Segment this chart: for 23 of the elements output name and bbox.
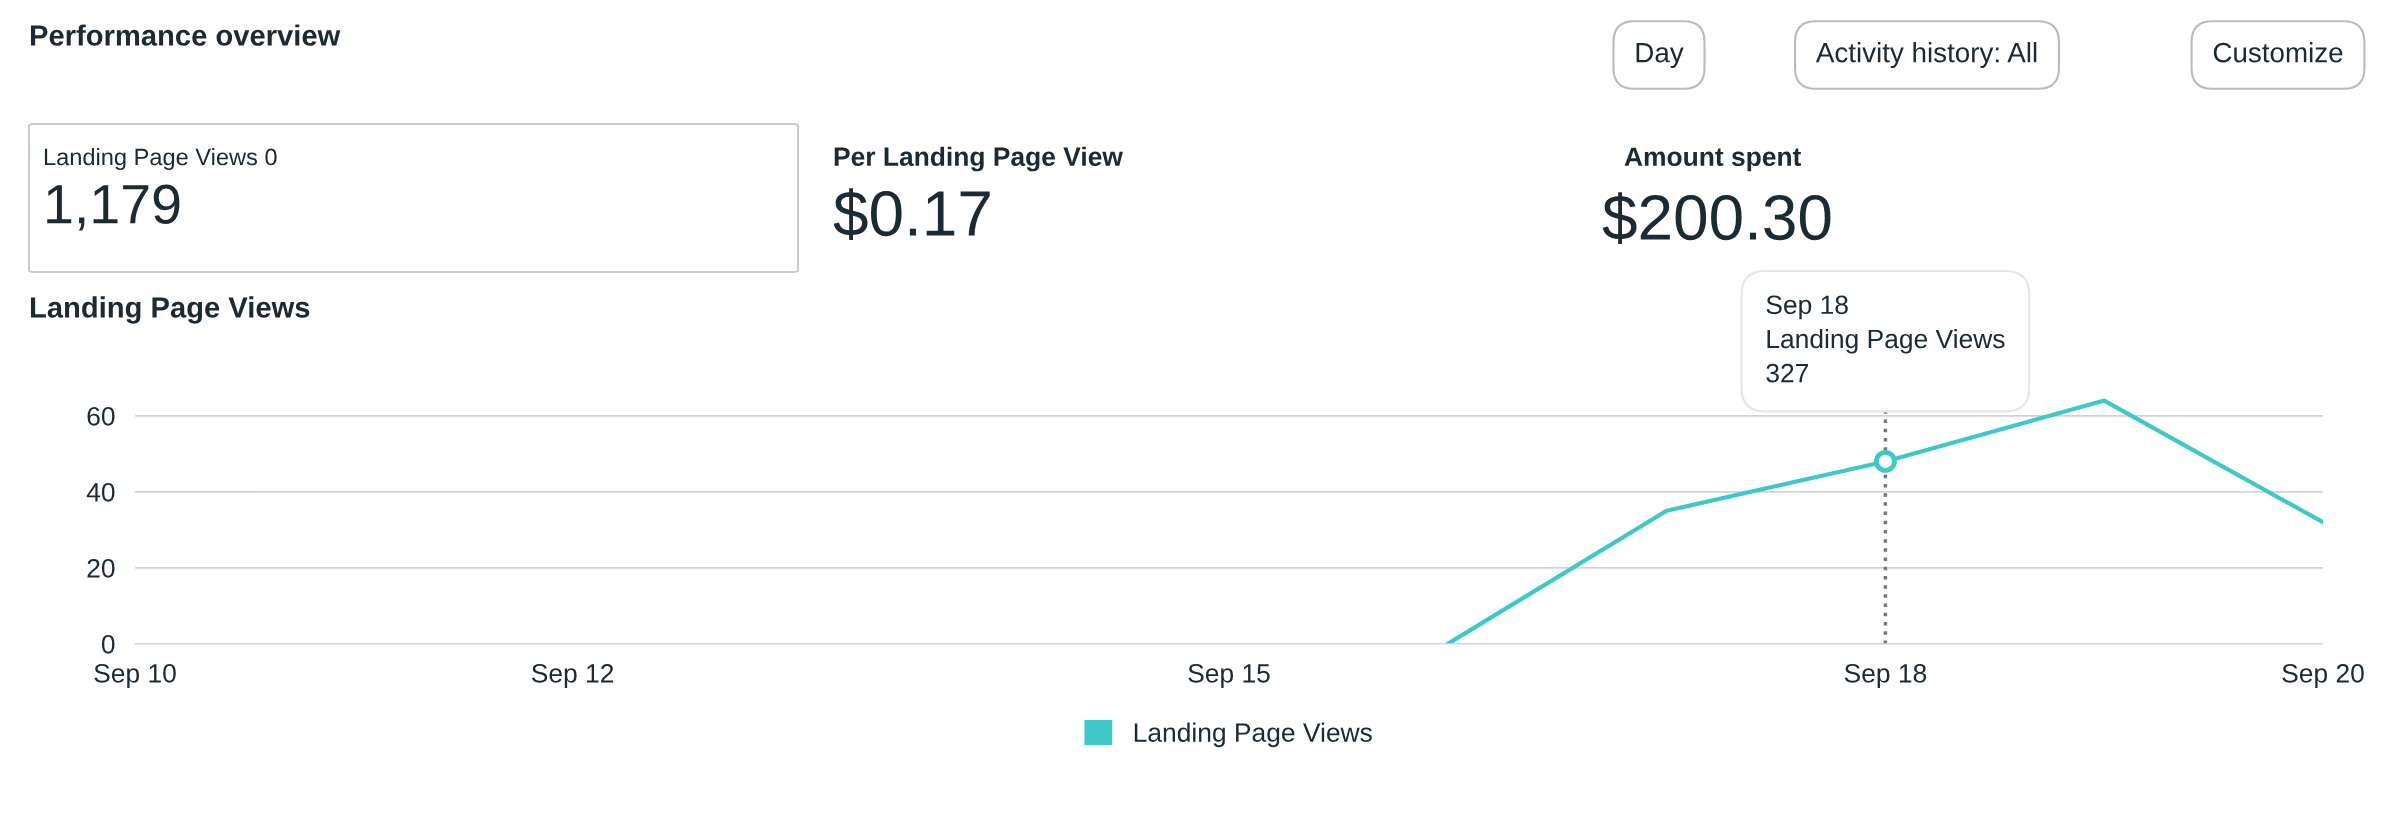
x-tick-label: Sep 10 <box>94 663 176 688</box>
y-tick-label: 40 <box>86 482 115 502</box>
text: Performance overview <box>30 24 341 46</box>
text: 1,179 <box>47 184 180 231</box>
text: Landing Page Views 0 <box>44 148 277 171</box>
y-tick-label: 20 <box>87 558 115 578</box>
line-series <box>1445 398 2323 644</box>
text: Day <box>1636 43 1684 68</box>
text: $0.17 <box>833 188 990 240</box>
x-tick-label: Sep 15 <box>1188 663 1270 688</box>
text: Per Landing Page View <box>834 146 1123 172</box>
annotation: Sep 18 Landing Page Views 327 <box>1766 295 2005 383</box>
chart-title: Landing Page Views <box>30 296 310 324</box>
text: Activity history: All <box>1815 42 2037 68</box>
x-tick-label: Sep 20 <box>2282 663 2364 688</box>
legend-label: Landing Page Views <box>1134 722 1372 748</box>
x-tick-label: Sep 12 <box>531 663 614 688</box>
x-tick-label: Sep 18 <box>1844 663 1927 688</box>
text: Customize <box>2213 42 2343 63</box>
text: Amount spent <box>1624 147 1802 172</box>
y-tick-label: 60 <box>87 406 115 426</box>
y-tick-label: 0 <box>101 634 115 654</box>
text: $200.30 <box>1602 192 1831 244</box>
